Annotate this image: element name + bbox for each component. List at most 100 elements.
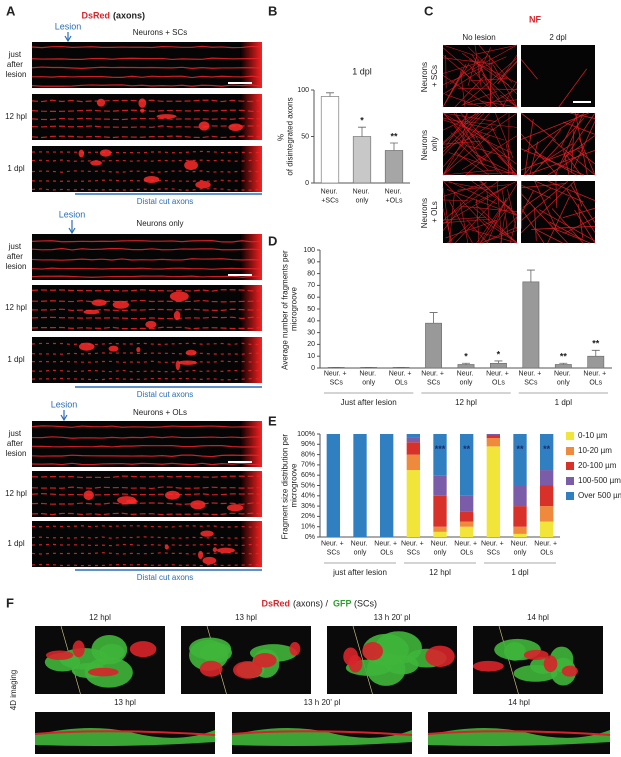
side-label: 4D imaging (9, 670, 18, 710)
fiber (480, 204, 511, 244)
row-label: 1 dpl (7, 164, 25, 173)
fiber (520, 148, 585, 176)
fiber (442, 75, 491, 108)
row-label: 1 dpl (7, 539, 25, 548)
axon (31, 543, 263, 547)
x-tick-label: Neur. only (359, 370, 378, 386)
axon-fragment (343, 647, 359, 666)
y-tick-label: 60 (307, 294, 315, 301)
fiber (442, 186, 452, 244)
micrograph-edge (240, 94, 262, 140)
panel-label: F (6, 595, 14, 610)
bar-segment (540, 506, 554, 522)
fragment (91, 299, 107, 306)
legend-swatch (566, 492, 574, 500)
bar (320, 96, 340, 184)
bar (384, 150, 404, 184)
condition-label: Neurons + SCs (133, 28, 187, 37)
bar-segment (460, 434, 474, 496)
y-tick-label: 10 (307, 353, 315, 360)
fragment (136, 346, 141, 353)
fiber (489, 60, 493, 107)
fiber (453, 125, 484, 165)
group-label: 1 dpl (511, 568, 529, 577)
bar-segment (540, 485, 554, 507)
y-tick-label: 100 (297, 87, 309, 94)
significance: *** (435, 444, 446, 454)
axon (31, 444, 263, 448)
row-label: 1 dpl (7, 355, 25, 364)
axon (31, 109, 263, 112)
fiber (565, 153, 582, 176)
fiber (447, 223, 470, 244)
y-tick-label: 90% (301, 441, 315, 448)
cell (503, 642, 526, 661)
fiber (448, 192, 455, 244)
axon (31, 125, 263, 128)
axon (31, 135, 263, 139)
x-tick-label: Neur. + SCs (324, 370, 349, 386)
micrograph (32, 421, 262, 467)
fiber (442, 117, 496, 131)
fiber (535, 228, 563, 244)
fiber (551, 227, 591, 244)
group-label: 12 hpl (429, 568, 451, 577)
fragment (226, 504, 244, 512)
error-bar (326, 92, 334, 97)
bar-segment (486, 435, 500, 439)
axon-fragment (289, 641, 301, 656)
y-tick-label: 90 (307, 259, 315, 266)
stain-note: (SCs) (354, 598, 377, 608)
bar-segment (460, 526, 474, 537)
legend-label: Over 500 µm (578, 491, 621, 500)
fiber (476, 205, 518, 244)
fiber (471, 229, 518, 244)
y-tick-label: 20% (301, 513, 315, 520)
axon (31, 502, 263, 505)
micrograph-edge (240, 337, 262, 383)
fiber (520, 207, 545, 244)
fiber (497, 155, 518, 176)
time-label: 14 hpl (508, 698, 530, 707)
fiber (520, 193, 568, 244)
fiber (480, 100, 518, 108)
axon (31, 299, 263, 303)
x-tick-label: Neur. + OLs (374, 540, 399, 556)
group-label: 12 hpl (455, 398, 477, 407)
fragment (117, 496, 137, 505)
fragment (140, 108, 145, 113)
fiber (490, 125, 515, 176)
stain-label: GFP (333, 598, 352, 608)
fragment (173, 310, 181, 321)
x-tick-label: Neur. + OLs (454, 540, 479, 556)
fragment (164, 544, 169, 550)
axon-fragment (199, 660, 223, 677)
fiber (442, 186, 507, 225)
fiber (442, 135, 490, 176)
bar-segment (513, 526, 527, 534)
fiber (534, 207, 537, 241)
fragment (195, 180, 211, 189)
fiber (558, 68, 588, 108)
row-label: Neurons only (420, 128, 439, 160)
arrow-head (68, 227, 76, 235)
y-axis-label: Average number of fragments per microgro… (281, 248, 299, 370)
fragment (108, 345, 119, 352)
y-tick-label: 60% (301, 472, 315, 479)
fiber (450, 180, 500, 215)
legend-label: 100-500 µm (578, 476, 621, 485)
legend-swatch (566, 432, 574, 440)
axon (31, 486, 263, 490)
axon-fragment (543, 655, 558, 673)
fiber (449, 55, 488, 85)
row-label: 12 hpl (5, 112, 27, 121)
axon-fragment (88, 667, 119, 677)
axon (31, 360, 263, 363)
fiber (520, 133, 558, 176)
fiber (495, 112, 514, 159)
fiber (564, 217, 596, 234)
bar-segment (433, 434, 447, 476)
fragment (145, 320, 157, 329)
